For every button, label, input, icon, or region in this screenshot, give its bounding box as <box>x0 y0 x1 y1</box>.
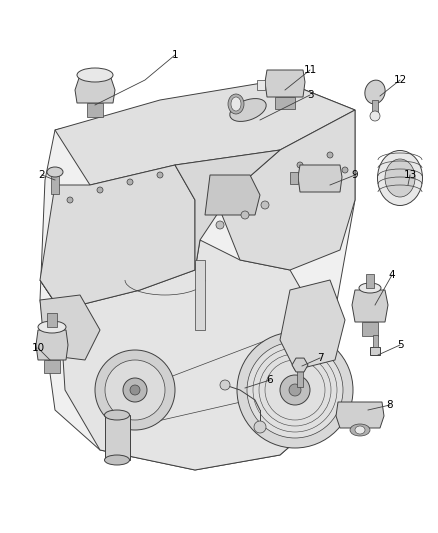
Ellipse shape <box>350 424 370 436</box>
Circle shape <box>127 179 133 185</box>
Text: 12: 12 <box>393 75 406 85</box>
Circle shape <box>95 350 175 430</box>
Circle shape <box>342 167 348 173</box>
Ellipse shape <box>359 283 381 293</box>
Polygon shape <box>297 365 303 387</box>
Polygon shape <box>51 172 59 194</box>
Circle shape <box>237 332 353 448</box>
Text: 1: 1 <box>172 50 178 60</box>
Ellipse shape <box>105 410 130 420</box>
Circle shape <box>261 201 269 209</box>
Text: 3: 3 <box>307 90 313 100</box>
Text: 7: 7 <box>317 353 323 363</box>
Text: 2: 2 <box>39 170 45 180</box>
Text: 9: 9 <box>352 170 358 180</box>
Polygon shape <box>372 335 378 347</box>
Polygon shape <box>336 402 384 428</box>
Polygon shape <box>75 75 115 103</box>
Polygon shape <box>370 347 380 355</box>
Polygon shape <box>195 260 205 330</box>
Polygon shape <box>280 280 345 370</box>
Polygon shape <box>87 103 103 117</box>
Polygon shape <box>292 358 308 372</box>
Text: 8: 8 <box>387 400 393 410</box>
Polygon shape <box>265 70 305 97</box>
Polygon shape <box>362 322 378 336</box>
Circle shape <box>370 111 380 121</box>
Circle shape <box>297 162 303 168</box>
Circle shape <box>130 385 140 395</box>
Circle shape <box>241 211 249 219</box>
Text: 4: 4 <box>389 270 396 280</box>
Circle shape <box>247 342 343 438</box>
Circle shape <box>254 421 266 433</box>
Polygon shape <box>55 80 355 185</box>
Ellipse shape <box>47 167 63 177</box>
Polygon shape <box>220 110 355 270</box>
Circle shape <box>280 375 310 405</box>
Ellipse shape <box>77 68 113 82</box>
Text: 13: 13 <box>403 170 417 180</box>
Polygon shape <box>205 175 260 215</box>
Polygon shape <box>40 80 355 470</box>
Ellipse shape <box>365 80 385 104</box>
Polygon shape <box>40 165 195 310</box>
Circle shape <box>123 378 147 402</box>
Ellipse shape <box>355 426 365 434</box>
Polygon shape <box>372 100 378 114</box>
Polygon shape <box>40 295 100 360</box>
Circle shape <box>289 384 301 396</box>
Ellipse shape <box>231 97 241 111</box>
Text: 10: 10 <box>32 343 45 353</box>
Text: 11: 11 <box>304 65 317 75</box>
Circle shape <box>216 221 224 229</box>
Polygon shape <box>40 240 330 470</box>
Text: 6: 6 <box>267 375 273 385</box>
Polygon shape <box>105 415 130 460</box>
Circle shape <box>220 380 230 390</box>
Polygon shape <box>257 80 265 90</box>
Ellipse shape <box>228 94 244 114</box>
Ellipse shape <box>105 455 130 465</box>
Polygon shape <box>298 165 342 192</box>
Ellipse shape <box>230 99 266 122</box>
Polygon shape <box>275 97 295 109</box>
Polygon shape <box>36 330 68 360</box>
Circle shape <box>67 197 73 203</box>
Circle shape <box>105 360 165 420</box>
Polygon shape <box>44 360 60 373</box>
Polygon shape <box>290 172 298 184</box>
Ellipse shape <box>38 321 66 333</box>
Ellipse shape <box>385 159 415 197</box>
Polygon shape <box>366 274 374 288</box>
Polygon shape <box>47 313 57 327</box>
Polygon shape <box>352 290 388 322</box>
Polygon shape <box>175 150 280 270</box>
Circle shape <box>157 172 163 178</box>
Circle shape <box>327 152 333 158</box>
Ellipse shape <box>378 150 423 206</box>
Circle shape <box>97 187 103 193</box>
Text: 5: 5 <box>397 340 403 350</box>
